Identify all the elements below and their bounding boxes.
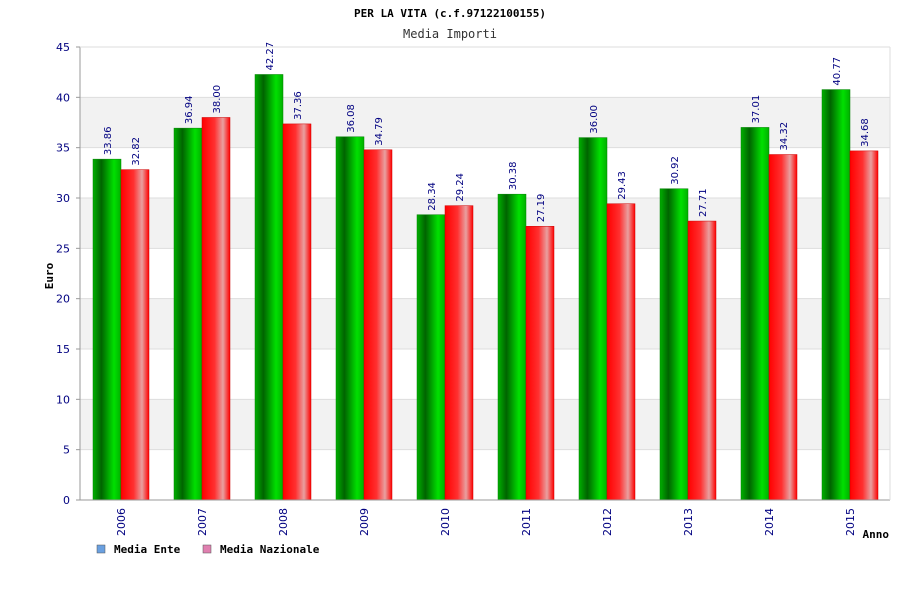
bars — [92, 74, 879, 501]
bar-media-nazionale — [606, 203, 636, 501]
data-label: 27.71 — [698, 188, 709, 217]
y-tick-label: 0 — [63, 494, 70, 507]
data-label: 40.77 — [832, 57, 843, 86]
data-label: 34.68 — [860, 118, 871, 147]
bar-media-nazionale — [201, 117, 231, 501]
bar-media-ente — [173, 127, 203, 501]
bar-media-nazionale — [444, 205, 474, 501]
bar-media-ente — [659, 188, 689, 501]
data-label: 29.24 — [455, 173, 466, 202]
bar-media-ente — [416, 214, 446, 501]
y-tick-label: 40 — [56, 91, 70, 104]
data-label: 30.38 — [508, 162, 519, 191]
bar-media-ente — [497, 193, 527, 501]
chart-subtitle: Media Importi — [403, 27, 497, 41]
data-label: 37.36 — [293, 91, 304, 120]
bar-media-nazionale — [120, 169, 150, 501]
y-axis-label: Euro — [43, 262, 56, 289]
x-tick-label: 2015 — [844, 508, 857, 536]
x-tick-label: 2011 — [520, 508, 533, 536]
data-label: 33.86 — [103, 127, 114, 156]
x-tick-labels: 2006 2007 2008 2009 2010 2011 2012 2013 2014 2015 — [115, 508, 857, 536]
data-label: 37.01 — [751, 95, 762, 124]
x-tick-label: 2012 — [601, 508, 614, 536]
bar-media-ente — [821, 89, 851, 501]
y-tick-label: 35 — [56, 142, 70, 155]
data-label: 36.94 — [184, 95, 195, 124]
data-label: 38.00 — [212, 85, 223, 114]
x-tick-label: 2009 — [358, 508, 371, 536]
y-tick-label: 15 — [56, 343, 70, 356]
bar-media-ente — [740, 127, 770, 501]
x-tick-label: 2014 — [763, 508, 776, 536]
y-tick-label: 20 — [56, 293, 70, 306]
data-labels: 33.86 32.82 36.94 38.00 42.27 37.36 36.08 34.79… — [103, 42, 871, 222]
bar-media-nazionale — [849, 150, 879, 501]
data-label: 36.08 — [346, 104, 357, 133]
y-tick-label: 10 — [56, 393, 70, 406]
y-tick-label: 45 — [56, 41, 70, 54]
x-tick-label: 2007 — [196, 508, 209, 536]
bar-media-ente — [335, 136, 365, 501]
legend-swatch — [202, 544, 212, 554]
x-tick-label: 2010 — [439, 508, 452, 536]
x-tick-label: 2006 — [115, 508, 128, 536]
data-label: 27.19 — [536, 194, 547, 223]
data-label: 28.34 — [427, 182, 438, 211]
legend-label: Media Nazionale — [220, 543, 320, 556]
data-label: 34.79 — [374, 117, 385, 146]
bar-media-nazionale — [282, 123, 312, 501]
y-tick-label: 5 — [63, 444, 70, 457]
legend-swatch — [96, 544, 106, 554]
data-label: 30.92 — [670, 156, 681, 185]
data-label: 42.27 — [265, 42, 276, 71]
y-tick-labels: 0 5 10 15 20 25 30 35 40 45 — [56, 41, 80, 507]
axes — [79, 46, 891, 501]
x-tick-label: 2013 — [682, 508, 695, 536]
bar-media-nazionale — [525, 226, 555, 501]
bar-media-nazionale — [768, 154, 798, 501]
bar-media-ente — [254, 74, 284, 501]
legend-label: Media Ente — [114, 543, 181, 556]
y-tick-label: 30 — [56, 192, 70, 205]
data-label: 36.00 — [589, 105, 600, 134]
bar-media-nazionale — [687, 220, 717, 501]
bar-media-ente — [92, 158, 122, 501]
bar-media-nazionale — [363, 149, 393, 501]
data-label: 29.43 — [617, 171, 628, 200]
data-label: 34.32 — [779, 122, 790, 151]
data-label: 32.82 — [131, 137, 142, 166]
x-axis-label: Anno — [863, 528, 890, 541]
bar-media-ente — [578, 137, 608, 501]
chart-title: PER LA VITA (c.f.97122100155) — [354, 7, 546, 20]
x-tick-label: 2008 — [277, 508, 290, 536]
legend: Media Ente Media Nazionale — [96, 543, 320, 556]
y-tick-label: 25 — [56, 242, 70, 255]
